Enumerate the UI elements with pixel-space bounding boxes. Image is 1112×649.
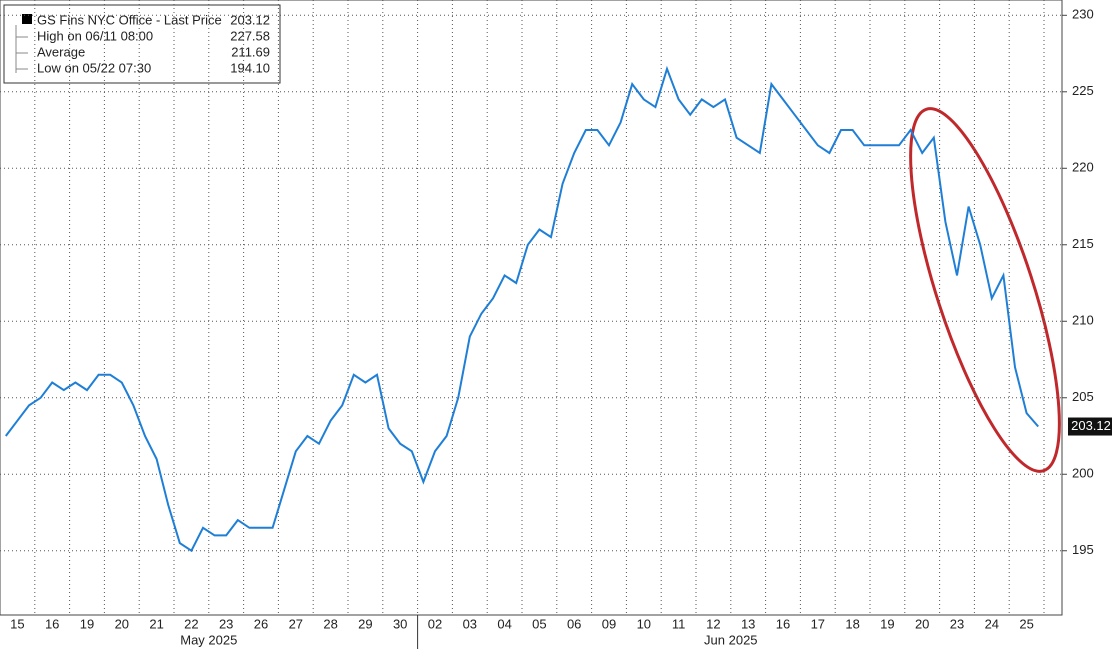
x-tick-label: 12 bbox=[706, 616, 720, 631]
x-tick-label: 23 bbox=[219, 616, 233, 631]
legend: GS Fins NYC Office - Last Price 203.12 H… bbox=[3, 4, 281, 84]
legend-value: 203.12 bbox=[230, 12, 270, 27]
month-label: May 2025 bbox=[180, 632, 237, 647]
y-tick-label: 200 bbox=[1072, 466, 1094, 481]
last-price-label: 203.12 bbox=[1071, 418, 1111, 433]
x-tick-label: 26 bbox=[254, 616, 268, 631]
legend-stat-name: High on 06/11 08:00 bbox=[37, 28, 153, 43]
x-tick-label: 24 bbox=[985, 616, 999, 631]
month-label: Jun 2025 bbox=[704, 632, 758, 647]
x-tick-label: 09 bbox=[602, 616, 616, 631]
last-price-tag bbox=[1068, 417, 1112, 436]
x-tick-label: 15 bbox=[10, 616, 24, 631]
x-tick-label: 18 bbox=[845, 616, 859, 631]
x-tick-label: 19 bbox=[880, 616, 894, 631]
x-tick-label: 23 bbox=[950, 616, 964, 631]
y-tick-label: 215 bbox=[1072, 236, 1094, 251]
legend-box bbox=[3, 4, 281, 84]
x-tick-label: 20 bbox=[115, 616, 129, 631]
plot-area bbox=[0, 0, 1063, 616]
y-tick-label: 210 bbox=[1072, 313, 1094, 328]
x-tick-label: 16 bbox=[45, 616, 59, 631]
x-tick-label: 28 bbox=[323, 616, 337, 631]
x-tick-label: 20 bbox=[915, 616, 929, 631]
x-tick-label: 22 bbox=[184, 616, 198, 631]
x-tick-label: 25 bbox=[1019, 616, 1033, 631]
y-tick-label: 220 bbox=[1072, 160, 1094, 175]
x-tick-label: 10 bbox=[637, 616, 651, 631]
legend-stat-value: 227.58 bbox=[230, 28, 270, 43]
x-tick-label: 16 bbox=[776, 616, 790, 631]
x-tick-label: 27 bbox=[289, 616, 303, 631]
price-line bbox=[5, 65, 1039, 553]
legend-stat-name: Low on 05/22 07:30 bbox=[37, 60, 151, 75]
x-tick-label: 21 bbox=[149, 616, 163, 631]
x-tick-label: 04 bbox=[497, 616, 511, 631]
y-tick-label: 205 bbox=[1072, 389, 1094, 404]
legend-stat-value: 194.10 bbox=[230, 60, 270, 75]
y-tick-label: 230 bbox=[1072, 7, 1094, 22]
y-tick-label: 195 bbox=[1072, 542, 1094, 557]
legend-title: GS Fins NYC Office - Last Price bbox=[37, 12, 222, 27]
legend-stat-value: 211.69 bbox=[231, 44, 270, 59]
legend-swatch bbox=[22, 14, 32, 24]
legend-stat-name: Average bbox=[37, 44, 85, 59]
x-tick-label: 06 bbox=[567, 616, 581, 631]
y-tick-label: 225 bbox=[1072, 83, 1094, 98]
x-tick-label: 29 bbox=[358, 616, 372, 631]
x-tick-label: 30 bbox=[393, 616, 407, 631]
x-tick-label: 11 bbox=[672, 616, 686, 631]
x-tick-label: 03 bbox=[463, 616, 477, 631]
x-tick-label: 19 bbox=[80, 616, 94, 631]
x-tick-label: 02 bbox=[428, 616, 442, 631]
x-tick-label: 13 bbox=[741, 616, 755, 631]
x-tick-label: 05 bbox=[532, 616, 546, 631]
x-tick-label: 17 bbox=[811, 616, 825, 631]
